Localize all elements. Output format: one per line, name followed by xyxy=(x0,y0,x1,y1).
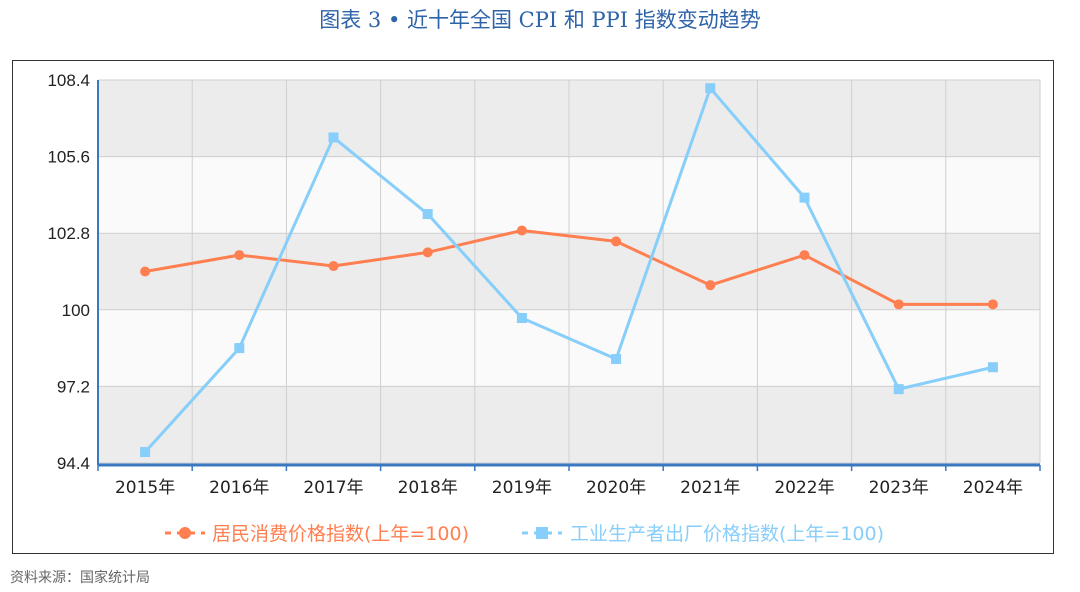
data-point xyxy=(140,266,151,277)
data-point xyxy=(516,313,527,324)
x-tick-label: 2015年 xyxy=(115,478,175,498)
data-point xyxy=(611,236,622,247)
legend-marker xyxy=(179,527,191,539)
series-line xyxy=(143,86,994,454)
data-point xyxy=(328,132,339,143)
x-tick-label: 2020年 xyxy=(586,478,646,498)
chart-frame xyxy=(12,60,1054,554)
x-tick-label: 2023年 xyxy=(869,478,929,498)
data-point xyxy=(234,250,245,261)
legend-marker xyxy=(536,527,548,539)
y-tick-label: 100 xyxy=(62,301,90,320)
data-point xyxy=(799,192,810,203)
data-point xyxy=(705,83,716,94)
axes xyxy=(97,80,1041,471)
y-tick-label: 105.6 xyxy=(47,148,90,167)
series-cpi xyxy=(140,225,998,310)
series-line xyxy=(144,228,993,306)
y-tick-labels: 94.4 97.2 100 102.8 105.6 108.4 xyxy=(47,71,90,473)
x-tick-label: 2016年 xyxy=(209,478,269,498)
data-point xyxy=(799,250,810,261)
x-tick-label: 2021年 xyxy=(680,478,740,498)
legend-item: 工业生产者出厂价格指数(上年=100) xyxy=(522,523,884,545)
data-point xyxy=(987,299,998,310)
data-point xyxy=(987,362,998,373)
data-point xyxy=(516,225,527,236)
data-point xyxy=(328,261,339,272)
legend-item: 居民消费价格指数(上年=100) xyxy=(165,523,469,545)
data-point xyxy=(422,247,433,258)
legend-label: 居民消费价格指数(上年=100) xyxy=(212,523,469,545)
x-tick-label: 2017年 xyxy=(303,478,363,498)
y-tick-label: 102.8 xyxy=(47,224,90,243)
source-note: 资料来源：国家统计局 xyxy=(10,570,150,586)
x-tick-label: 2024年 xyxy=(963,478,1023,498)
data-point xyxy=(422,209,433,220)
data-point xyxy=(234,343,245,354)
x-tick-label: 2018年 xyxy=(398,478,458,498)
y-tick-label: 97.2 xyxy=(57,377,90,396)
chart-title: 图表 3 • 近十年全国 CPI 和 PPI 指数变动趋势 xyxy=(319,8,761,32)
series-ppi xyxy=(140,83,998,458)
x-tick-labels: 2015年 2016年 2017年 2018年 2019年 2020年 2021年 2022年… xyxy=(115,478,1023,498)
y-tick-label: 94.4 xyxy=(57,454,90,473)
data-point xyxy=(893,299,904,310)
data-point xyxy=(611,354,622,365)
series-group xyxy=(140,83,998,458)
x-tick-label: 2019年 xyxy=(492,478,552,498)
y-tick-label: 108.4 xyxy=(47,71,90,90)
legend-label: 工业生产者出厂价格指数(上年=100) xyxy=(570,523,884,545)
data-point xyxy=(705,280,716,291)
x-tick-label: 2022年 xyxy=(774,478,834,498)
legend: 居民消费价格指数(上年=100) 工业生产者出厂价格指数(上年=100) xyxy=(165,523,884,545)
data-point xyxy=(140,447,151,458)
data-point xyxy=(893,384,904,395)
